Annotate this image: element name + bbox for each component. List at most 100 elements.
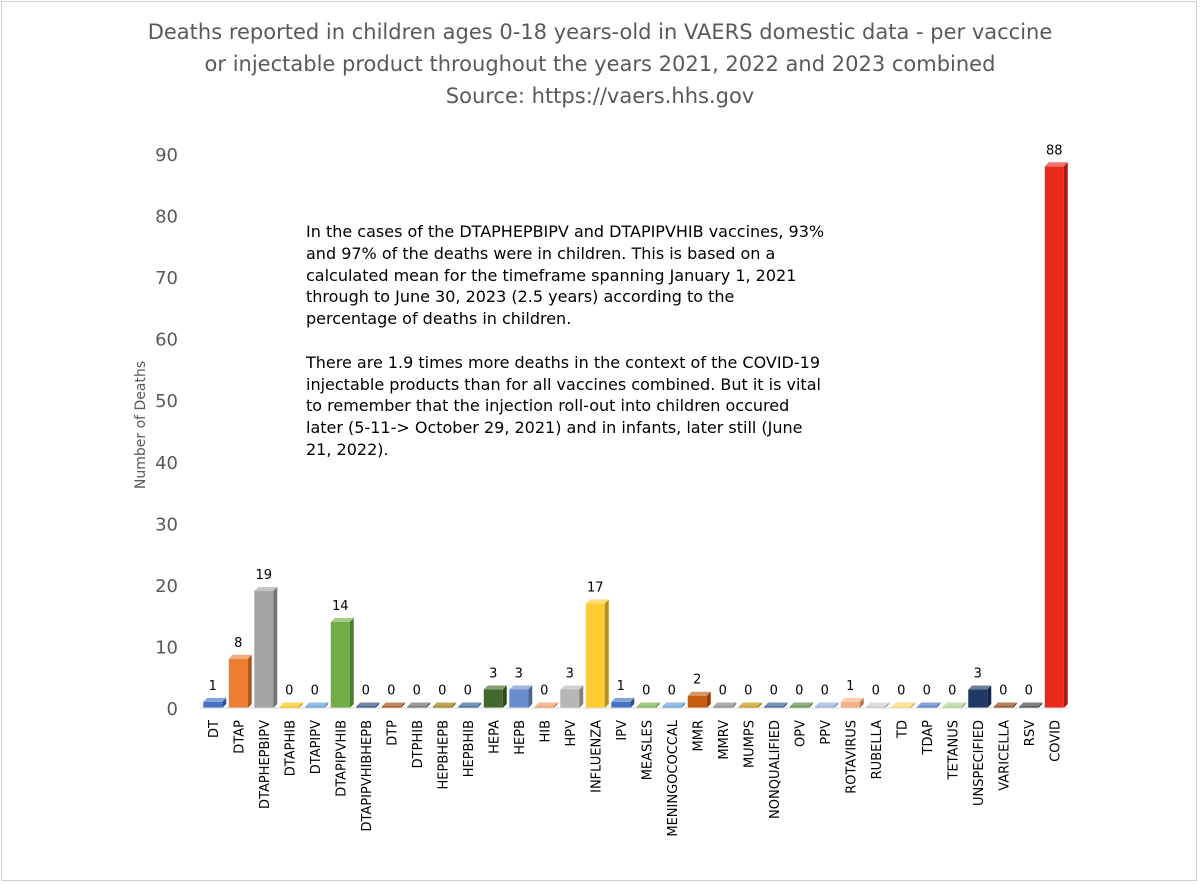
x-tick-label: ROTAVIRUS <box>844 720 859 794</box>
value-label: 0 <box>311 684 319 699</box>
bar <box>305 702 329 708</box>
bar <box>687 691 711 708</box>
value-label: 0 <box>719 684 727 699</box>
x-tick-label: DTPHIB <box>411 720 426 768</box>
bar <box>407 702 431 708</box>
x-tick-label: NONQUALIFIED <box>768 720 783 819</box>
x-tick-label: VARICELLA <box>997 720 1012 791</box>
x-tick-label: RUBELLA <box>870 720 885 779</box>
bar <box>789 702 813 708</box>
bar <box>840 697 864 708</box>
annotation-box: In the cases of the DTAPHEPBIPV and DTAP… <box>306 221 826 461</box>
bar <box>993 702 1017 708</box>
value-label: 0 <box>285 684 293 699</box>
value-label: 3 <box>566 667 574 682</box>
y-tick-label: 20 <box>155 576 178 597</box>
x-tick-label: DT <box>207 720 222 738</box>
y-tick-label: 10 <box>155 637 178 658</box>
x-tick-label: DTAPHIB <box>283 720 298 776</box>
value-label: 0 <box>872 684 880 699</box>
x-tick-label: MMRV <box>717 720 732 760</box>
x-tick-label: DTAP <box>232 720 247 754</box>
value-label: 0 <box>642 684 650 699</box>
bar <box>1044 162 1068 709</box>
value-label: 17 <box>587 580 604 595</box>
bar <box>356 702 380 708</box>
x-tick-label: INFLUENZA <box>589 720 604 793</box>
bar <box>203 697 227 708</box>
chart-title-line-2: or injectable product throughout the yea… <box>204 52 996 76</box>
bar <box>764 702 788 708</box>
bar <box>483 685 507 708</box>
y-tick-label: 90 <box>155 145 178 166</box>
y-tick-label: 50 <box>155 391 178 412</box>
bar <box>228 654 252 708</box>
bar <box>942 702 966 708</box>
x-tick-label: RSV <box>1023 720 1038 746</box>
value-label: 0 <box>795 684 803 699</box>
x-tick-label: COVID <box>1048 720 1063 762</box>
value-label: 88 <box>1046 143 1063 158</box>
value-label: 2 <box>693 673 701 688</box>
x-tick-label: HIB <box>538 720 553 743</box>
value-label: 0 <box>897 684 905 699</box>
x-tick-label: MMR <box>691 720 706 751</box>
bar <box>330 617 354 708</box>
value-label: 3 <box>974 667 982 682</box>
value-label: 0 <box>948 684 956 699</box>
bar <box>866 702 890 708</box>
value-label: 0 <box>413 684 421 699</box>
bar <box>254 587 278 708</box>
bars <box>203 162 1068 709</box>
value-label: 0 <box>999 684 1007 699</box>
value-label: 8 <box>234 636 242 651</box>
value-label: 1 <box>617 679 625 694</box>
value-label: 3 <box>515 667 523 682</box>
annotation-paragraph-2: There are 1.9 times more deaths in the c… <box>306 352 821 459</box>
value-label: 3 <box>489 667 497 682</box>
value-label: 0 <box>668 684 676 699</box>
bar <box>458 702 482 708</box>
value-label: 0 <box>387 684 395 699</box>
bar <box>534 702 558 708</box>
bar <box>713 702 737 708</box>
bar <box>1019 702 1043 708</box>
value-label: 0 <box>540 684 548 699</box>
y-tick-label: 70 <box>155 268 178 289</box>
bar <box>815 702 839 708</box>
x-axis-categories: DT DTAP DTAPHEPBIPV DTAPHIB DTAPIPV DTAPIPVHI… <box>207 719 1064 836</box>
x-tick-label: IPV <box>615 720 630 741</box>
x-tick-label: HPV <box>564 720 579 747</box>
value-label: 1 <box>209 679 217 694</box>
chart-title: Deaths reported in children ages 0-18 ye… <box>0 16 1200 112</box>
value-label: 14 <box>332 599 349 614</box>
x-tick-label: OPV <box>793 720 808 747</box>
x-tick-label: HEPB <box>513 720 528 755</box>
bar <box>560 685 584 708</box>
bar <box>381 702 405 708</box>
x-tick-label: DTP <box>385 720 400 746</box>
x-tick-label: MENINGOCOCCAL <box>666 719 681 836</box>
annotation-paragraph-1: In the cases of the DTAPHEPBIPV and DTAP… <box>306 222 825 329</box>
x-tick-label: DTAPIPVHIBHEPB <box>360 720 375 832</box>
x-tick-label: HEPBHEPB <box>436 720 451 790</box>
bar <box>611 697 635 708</box>
chart-title-line-1: Deaths reported in children ages 0-18 ye… <box>147 20 1053 44</box>
value-label: 0 <box>1025 684 1033 699</box>
x-tick-label: MUMPS <box>742 720 757 768</box>
x-tick-label: TETANUS <box>946 720 961 780</box>
x-tick-label: DTAPIPVHIB <box>334 720 349 797</box>
value-label: 0 <box>770 684 778 699</box>
value-label: 0 <box>362 684 370 699</box>
x-tick-label: HEPBHIB <box>462 720 477 777</box>
x-tick-label: TD <box>895 720 910 739</box>
y-tick-label: 0 <box>167 699 178 720</box>
y-tick-label: 60 <box>155 330 178 351</box>
y-tick-label: 40 <box>155 453 178 474</box>
bar <box>968 685 992 708</box>
bar <box>585 599 609 708</box>
y-axis-label: Number of Deaths <box>133 361 149 489</box>
y-axis-ticks: 0 10 20 30 40 50 60 70 80 90 <box>155 145 178 720</box>
